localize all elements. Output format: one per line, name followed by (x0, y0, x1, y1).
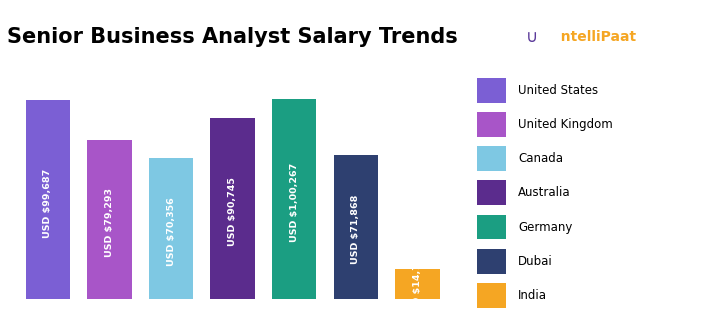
Text: USD $1,00,267: USD $1,00,267 (290, 163, 299, 242)
Bar (26, 100, 70, 299)
Text: USD $79,293: USD $79,293 (105, 188, 114, 257)
FancyBboxPatch shape (477, 283, 506, 308)
Text: Senior Business Analyst Salary Trends: Senior Business Analyst Salary Trends (7, 27, 458, 47)
Text: USD $71,868: USD $71,868 (351, 195, 360, 264)
Bar (272, 99, 317, 299)
Text: USD $70,356: USD $70,356 (166, 197, 176, 266)
Bar (87, 141, 132, 299)
FancyBboxPatch shape (477, 215, 506, 239)
Text: Australia: Australia (518, 186, 570, 199)
Bar (333, 155, 378, 299)
Text: USD $99,687: USD $99,687 (44, 169, 52, 238)
Bar (396, 269, 439, 299)
FancyBboxPatch shape (477, 180, 506, 205)
Text: Dubai: Dubai (518, 255, 553, 268)
FancyBboxPatch shape (477, 146, 506, 171)
Text: India: India (518, 289, 547, 302)
Text: Germany: Germany (518, 220, 572, 234)
Text: USD $90,745: USD $90,745 (228, 177, 237, 246)
Text: USD $14,783: USD $14,783 (413, 250, 422, 311)
Text: United States: United States (518, 84, 598, 97)
Text: United Kingdom: United Kingdom (518, 118, 613, 131)
Bar (149, 158, 193, 299)
FancyBboxPatch shape (477, 78, 506, 103)
Text: ntelliPaat: ntelliPaat (558, 30, 636, 44)
FancyBboxPatch shape (477, 112, 506, 137)
Text: Canada: Canada (518, 152, 563, 165)
Bar (211, 118, 255, 299)
FancyBboxPatch shape (477, 249, 506, 274)
Text: ∪: ∪ (527, 28, 539, 46)
